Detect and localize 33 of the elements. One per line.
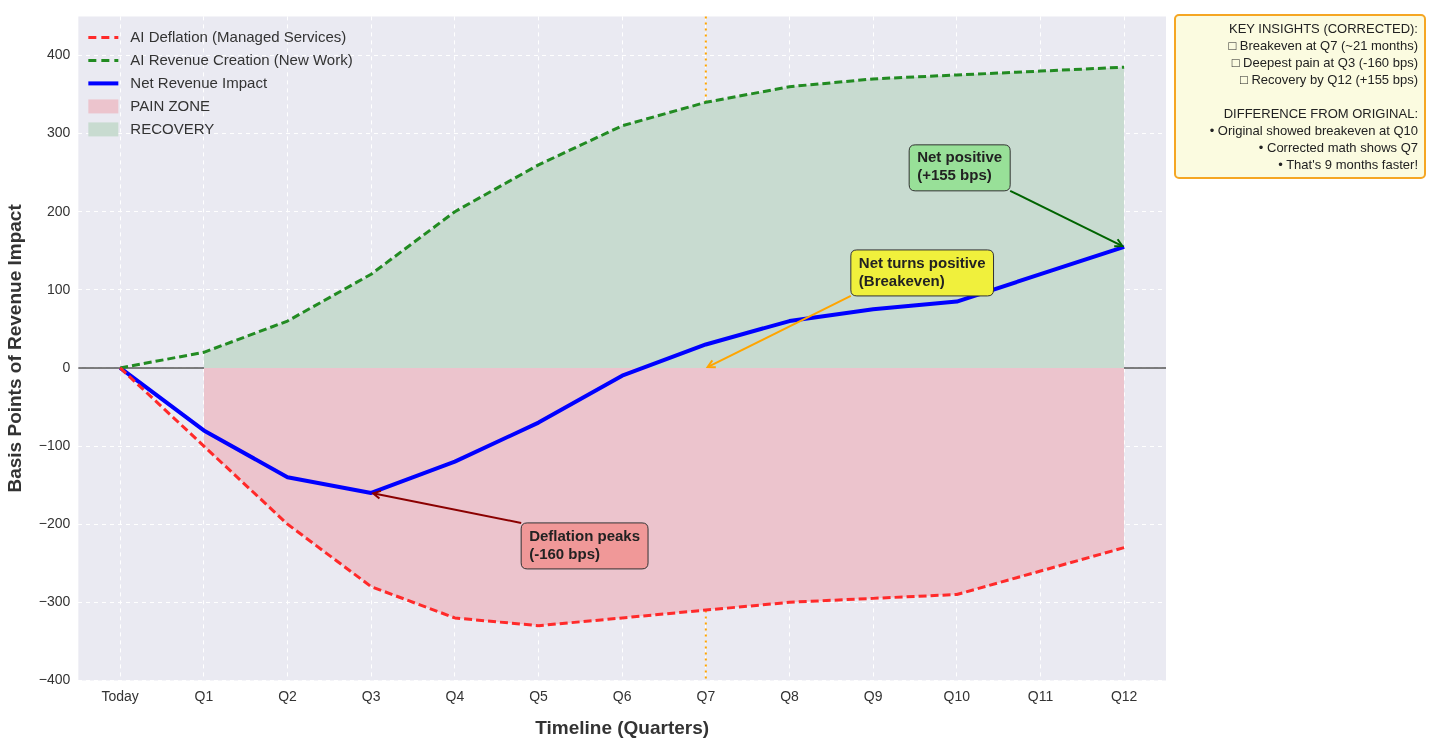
y-tick-label: 0 (62, 358, 71, 375)
y-tick-label: −400 (38, 671, 71, 688)
y-tick-label: −300 (38, 593, 71, 610)
x-tick-label: Q3 (361, 687, 381, 704)
annotation: Deflation peaks (-160 bps) (529, 526, 641, 562)
y-axis-title: Basis Points of Revenue Impact (3, 203, 25, 493)
y-tick-label: −200 (38, 515, 71, 532)
x-tick-label: Q2 (278, 687, 298, 704)
x-tick-label: Q4 (445, 687, 465, 704)
legend-label: PAIN ZONE (130, 96, 211, 114)
x-tick-label: Q7 (696, 687, 716, 704)
text: KEY INSIGHTS (CORRECTED): □ Breakeven at Q7 (~21 months) □ Deepest pain at Q3 (-160 bps) □ Recovery by Q12 (+155 bps) DIFFERENCE FROM ORIGINAL: • Original showed breakeven at Q10 • Corrected math shows Q7 • That's 9 months faster! (1209, 21, 1418, 172)
y-tick-label: 100 (46, 280, 71, 297)
y-tick-label: 400 (46, 46, 71, 63)
x-tick-label: Q12 (1110, 687, 1138, 704)
legend-label: RECOVERY (130, 119, 215, 137)
annotation: Net positive (+155 bps) (917, 148, 1003, 184)
legend-label: Net Revenue Impact (130, 73, 268, 91)
x-axis-title: Timeline (Quarters) (535, 716, 710, 738)
x-tick-label: Q10 (943, 687, 971, 704)
x-tick-label: Q11 (1027, 687, 1054, 704)
legend-label: AI Revenue Creation (New Work) (130, 50, 353, 68)
x-tick-label: Q6 (612, 687, 632, 704)
x-tick-label: Q8 (780, 687, 800, 704)
annotation: Net turns positive (Breakeven) (858, 253, 986, 289)
y-tick-label: −100 (38, 436, 71, 453)
legend-label: AI Deflation (Managed Services) (130, 27, 347, 45)
y-tick-label: 200 (46, 202, 71, 219)
x-tick-label: Q9 (863, 687, 883, 704)
x-tick-label: Today (101, 687, 139, 704)
y-tick-label: 300 (46, 124, 71, 141)
x-tick-label: Q1 (194, 687, 214, 704)
x-tick-label: Q5 (529, 687, 549, 704)
